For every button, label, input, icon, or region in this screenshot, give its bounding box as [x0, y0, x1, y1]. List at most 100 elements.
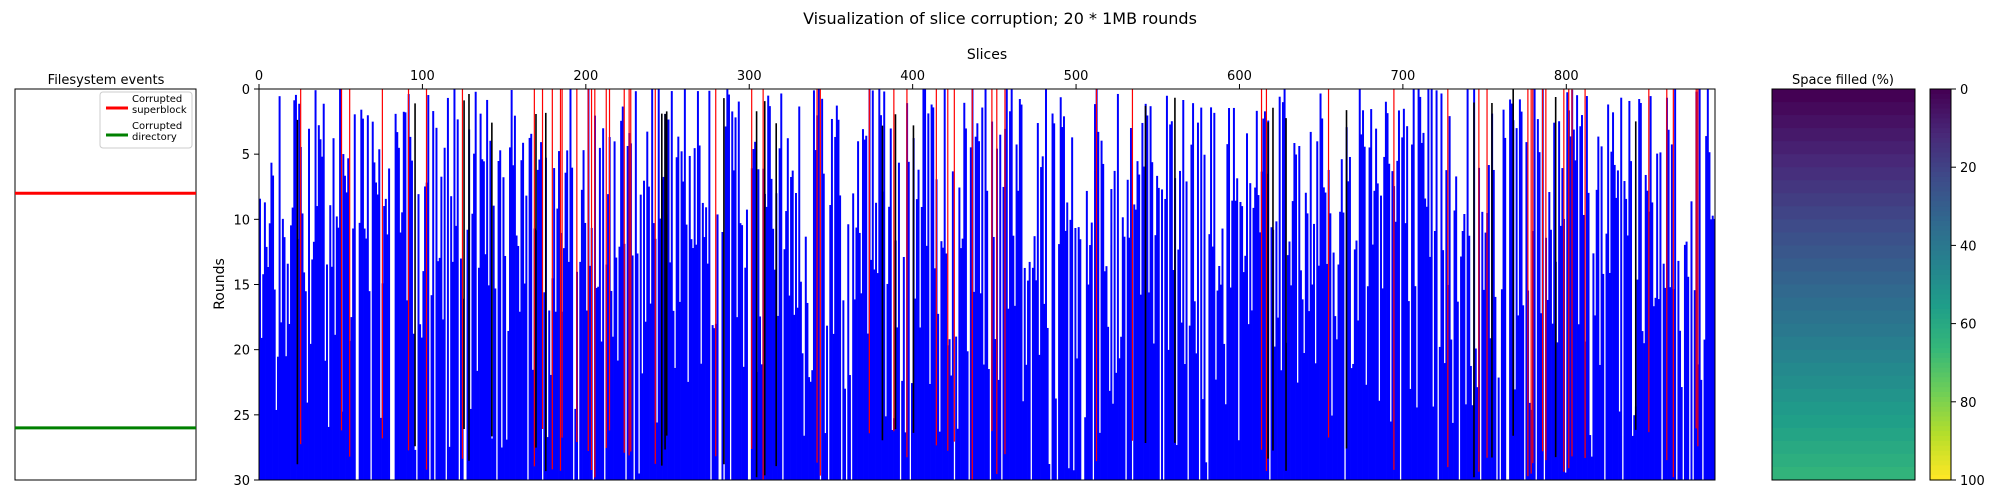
colorbar-step — [1930, 362, 1951, 369]
slice-bar — [1151, 162, 1154, 480]
colorbar-step — [1930, 240, 1951, 246]
slice-bar — [530, 133, 533, 480]
slice-bar — [963, 102, 966, 480]
slice-bar — [334, 334, 337, 480]
slice-bar — [553, 168, 556, 480]
space-row — [1772, 245, 1915, 259]
slice-bar — [1236, 178, 1239, 480]
slice-bar — [1219, 284, 1222, 480]
slice-bar — [460, 258, 462, 480]
slice-bar — [1656, 153, 1659, 480]
colorbar-step — [1930, 279, 1951, 286]
slice-bar — [1139, 294, 1142, 480]
slice-bar — [1167, 349, 1170, 480]
y-tick-label: 5 — [242, 148, 250, 163]
slice-bar — [585, 310, 588, 480]
slice-bar — [1631, 435, 1634, 480]
slice-bar — [752, 149, 755, 480]
slice-bar — [1242, 272, 1245, 480]
colorbar-step — [1930, 118, 1951, 124]
slice-bar — [835, 105, 838, 480]
slice-bar — [293, 100, 296, 480]
slice-bar — [518, 311, 521, 480]
slice-bar — [860, 293, 863, 480]
slice-bar — [1107, 326, 1110, 480]
slice-bar — [298, 103, 301, 480]
slice-bar — [616, 360, 619, 480]
slice-bar — [1146, 115, 1149, 481]
slice-bar — [450, 196, 453, 480]
space-row — [1772, 141, 1915, 155]
slice-bar — [1618, 411, 1621, 480]
slice-bar — [925, 245, 928, 480]
slice-bar — [1027, 280, 1030, 480]
slice-bar — [1079, 239, 1082, 480]
slice-bar — [1126, 179, 1129, 480]
slice-bar — [487, 285, 490, 480]
slice-bar — [1110, 189, 1113, 481]
slice-bar — [1129, 128, 1132, 480]
slice-bar — [512, 165, 515, 480]
slice-bar — [1064, 230, 1067, 480]
slice-bar — [500, 447, 503, 480]
slice-bar — [649, 303, 652, 480]
slice-bar — [806, 302, 809, 480]
figure-title: Visualization of slice corruption; 20 * … — [803, 9, 1197, 28]
slice-bar — [1500, 289, 1503, 480]
slice-bar — [1009, 111, 1012, 480]
slice-bar — [566, 150, 569, 480]
slice-bar — [291, 207, 294, 480]
slice-bar — [1376, 183, 1379, 480]
slice-bar — [1435, 90, 1438, 480]
slice-bar — [306, 402, 309, 480]
slice-bar — [1293, 143, 1296, 480]
slice-bar — [358, 222, 361, 480]
colorbar-step — [1930, 206, 1951, 212]
slice-bar — [1548, 192, 1551, 480]
slice-bar — [1628, 100, 1631, 480]
slice-corruption-panel: Slices Rounds 0 100 200 300 400 500 600 700 800 … — [212, 47, 1716, 489]
slice-bar — [683, 89, 686, 480]
slice-bar — [549, 374, 552, 480]
slice-bar — [448, 446, 451, 480]
slice-bar — [321, 156, 324, 481]
slice-bar — [928, 383, 931, 480]
slice-bar — [335, 216, 338, 480]
slice-bar — [1612, 112, 1615, 480]
slice-bar — [1087, 284, 1090, 480]
slice-bar — [456, 119, 459, 480]
slice-bar — [308, 128, 310, 481]
slice-bar — [1630, 161, 1633, 481]
slice-bar — [768, 106, 771, 481]
slice-bar — [322, 103, 325, 480]
y-tick-label: 25 — [233, 409, 250, 424]
slice-bar — [1203, 154, 1206, 480]
slice-bar — [339, 89, 342, 480]
slice-bar — [924, 89, 927, 480]
slice-bar — [406, 300, 409, 480]
slice-bar — [984, 89, 987, 480]
slice-bar — [889, 128, 892, 480]
colorbar-step — [1930, 308, 1951, 315]
slice-bar — [1380, 195, 1382, 481]
x-tick-label: 600 — [1227, 69, 1252, 84]
colorbar-step — [1930, 93, 1951, 100]
slice-bar — [634, 91, 637, 480]
slice-bar — [1455, 176, 1458, 480]
slice-bar — [1257, 195, 1260, 480]
slice-bar — [853, 299, 856, 480]
slice-bar — [1018, 99, 1021, 481]
slice-bar — [1156, 175, 1159, 480]
slice-bar — [1497, 377, 1500, 480]
slice-bar — [340, 411, 343, 480]
slice-bar — [1453, 210, 1456, 481]
filesystem-events-title: Filesystem events — [48, 73, 165, 88]
slice-bar — [969, 147, 972, 481]
space-row — [1772, 154, 1915, 168]
slice-bar — [1314, 363, 1317, 480]
slice-bar — [474, 91, 477, 481]
slice-bar — [987, 369, 990, 480]
colorbar-step — [1930, 431, 1951, 437]
slice-bar — [1296, 382, 1299, 480]
slice-bar — [886, 283, 889, 480]
